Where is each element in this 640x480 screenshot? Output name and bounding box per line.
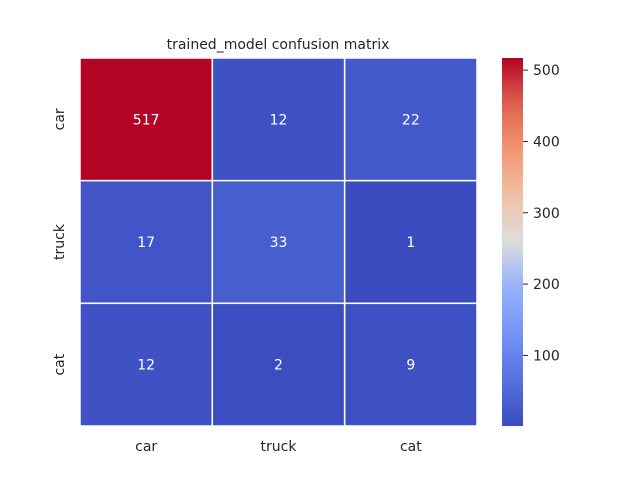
heatmap-cell-r2-c0 (79, 302, 214, 427)
heatmap-cell-r0-c2 (343, 57, 478, 182)
colorbar-tick-label-3: 400 (533, 134, 560, 150)
colorbar-tick-label-2: 300 (533, 206, 560, 222)
cell-annotations: 517 12 22 17 33 1 12 2 9 (133, 112, 420, 373)
colorbar-tick-label-0: 100 (533, 348, 560, 364)
x-tick-label-0: car (135, 439, 157, 455)
y-tick-label-2: cat (52, 353, 68, 375)
y-tick-label-1: truck (52, 223, 68, 260)
colorbar-tick-label-4: 500 (533, 63, 560, 79)
heatmap-cell-r0-c0 (79, 57, 214, 182)
x-tick-label-1: truck (261, 439, 298, 455)
x-axis-tick-labels: car truck cat (135, 439, 422, 455)
heatmap-cell-r1-c2 (343, 179, 478, 305)
cell-value-r2-c1: 2 (274, 358, 283, 374)
cell-value-r0-c0: 517 (133, 112, 160, 128)
heatmap-cell-r1-c1 (211, 179, 346, 305)
heatmap-cell-r1-c0 (79, 179, 214, 305)
colorbar (502, 58, 523, 426)
x-tick-label-2: cat (400, 439, 422, 455)
cell-value-r1-c0: 17 (137, 235, 155, 251)
colorbar-tick-label-1: 200 (533, 277, 560, 293)
cell-value-r1-c2: 1 (406, 235, 415, 251)
y-tick-label-0: car (52, 108, 68, 130)
heatmap-cell-r2-c1 (211, 302, 346, 427)
heatmap-cell-r2-c2 (343, 302, 478, 427)
cell-value-r0-c2: 22 (402, 112, 420, 128)
cell-value-r1-c1: 33 (270, 235, 288, 251)
cell-value-r0-c1: 12 (270, 112, 288, 128)
y-axis-tick-labels: car truck cat (52, 108, 68, 375)
cell-value-r2-c0: 12 (137, 358, 155, 374)
heatmap-cell-r0-c1 (211, 57, 346, 182)
colorbar-tick-labels: 100 200 300 400 500 (523, 63, 560, 364)
cell-value-r2-c2: 9 (406, 358, 415, 374)
chart-title: trained_model confusion matrix (167, 37, 390, 53)
heatmap-cells (79, 57, 478, 427)
